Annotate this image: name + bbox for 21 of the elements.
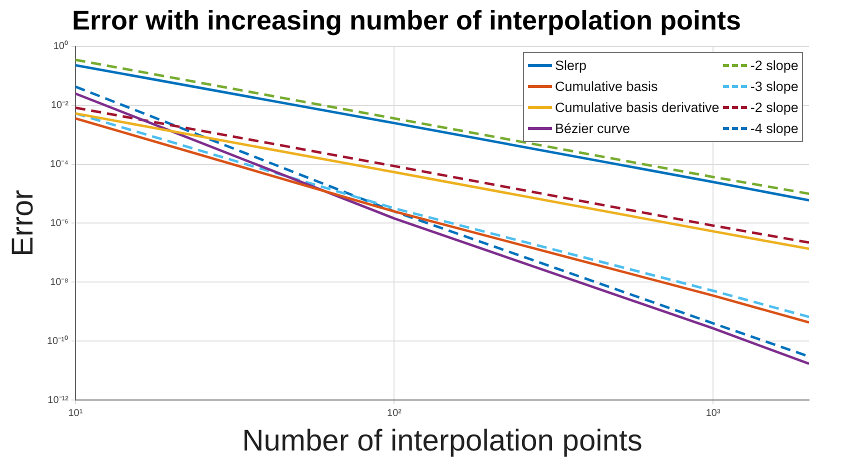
x-axis-title: Number of interpolation points (242, 424, 642, 458)
y-tick-label: 10⁰ (53, 40, 68, 52)
y-tick-label: 10⁻⁸ (50, 276, 68, 288)
y-axis-title: Error (6, 190, 40, 257)
legend-label: -3 slope (750, 78, 798, 96)
legend-label: -2 slope (750, 57, 798, 76)
y-tick-label: 10⁻² (51, 100, 70, 112)
legend-label: Cumulative basis derivative (555, 99, 720, 118)
legend-label: Slerp (555, 57, 587, 76)
y-tick-label: 10⁻⁴ (50, 159, 68, 170)
legend-label: Bézier curve (555, 120, 630, 138)
legend-label: -4 slope (750, 120, 798, 138)
legend-label: Cumulative basis (555, 78, 658, 96)
chart-title: Error with increasing number of interpolation points (72, 6, 742, 36)
x-tick-label: 10² (387, 408, 402, 419)
x-tick-label: 10³ (706, 408, 721, 419)
y-tick-label: 10⁻¹² (48, 394, 70, 406)
y-tick-label: 10⁻¹⁰ (47, 334, 68, 347)
x-tick-label: 10¹ (68, 408, 84, 419)
legend-label: -2 slope (750, 99, 798, 118)
y-tick-label: 10⁻⁶ (50, 218, 68, 229)
